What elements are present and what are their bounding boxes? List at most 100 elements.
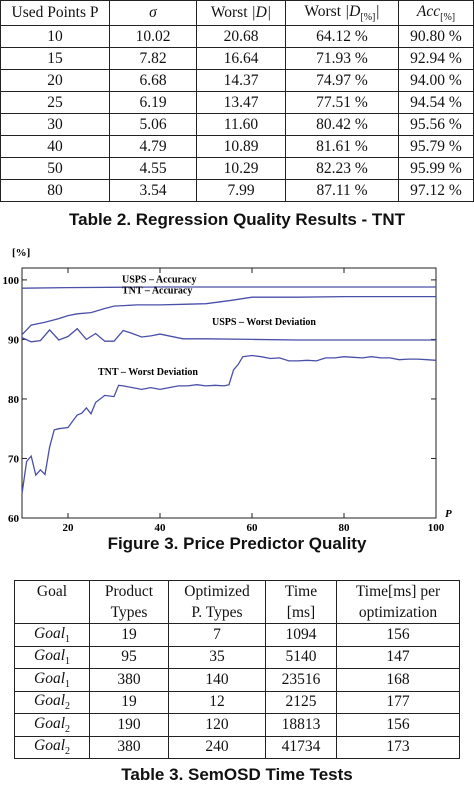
table-row: 80 3.54 7.99 87.11 % 97.12 % xyxy=(0,179,474,202)
table-cell: 173 xyxy=(336,735,460,759)
table-3-header-cell: Product Types xyxy=(89,580,169,624)
plot-frame xyxy=(21,267,437,519)
table-row: 20 6.68 14.37 74.97 % 94.00 % xyxy=(0,69,474,92)
table-cell: 10.02 xyxy=(109,25,197,48)
table-cell: 120 xyxy=(168,713,266,737)
table-cell: 80.42 % xyxy=(285,113,399,136)
header-accuracy: Acc[%] xyxy=(398,0,474,26)
table-cell: 177 xyxy=(336,690,460,714)
table-cell: 95.56 % xyxy=(398,113,474,136)
table-cell: 81.61 % xyxy=(285,135,399,158)
header-line-1: Time xyxy=(284,583,318,600)
header-worst-d: Worst |D| xyxy=(196,0,286,26)
table-3-header-row: Goal Product Types Optimized P. Types Time [ms… xyxy=(14,580,460,624)
table-row: 50 4.55 10.29 82.23 % 95.99 % xyxy=(0,157,474,180)
table-3-body: Goal1 19 7 1094 156 Goal1 95 35 5140 147 Goal1 380 1… xyxy=(14,623,460,759)
table-cell: 90.80 % xyxy=(398,25,474,48)
goal-cell: Goal1 xyxy=(14,645,90,669)
table-cell: 380 xyxy=(89,735,169,759)
series-line-3 xyxy=(21,354,437,494)
x-tick-label: 20 xyxy=(63,522,75,534)
table-cell: 4.55 xyxy=(109,157,197,180)
y-axis-label: [%] xyxy=(12,247,30,259)
table-cell: 50 xyxy=(0,157,110,180)
header-worst-d-percent: Worst |D[%]| xyxy=(285,0,399,26)
table-3-header-cell: Time[ms] per optimization xyxy=(336,580,460,624)
table-cell: 15 xyxy=(0,47,110,70)
table-cell: 19 xyxy=(89,623,169,647)
header-line-2: [ms] xyxy=(286,604,316,621)
table-cell: 95.79 % xyxy=(398,135,474,158)
series-line-0 xyxy=(21,286,436,289)
series-annotation-1: TNT – Accuracy xyxy=(122,286,192,297)
table-cell: 147 xyxy=(336,645,460,669)
goal-name: Goal xyxy=(34,692,65,710)
table-cell: 156 xyxy=(336,623,460,647)
table-2-caption: Table 2. Regression Quality Results - TN… xyxy=(69,210,405,229)
goal-cell: Goal2 xyxy=(14,713,90,737)
y-tick-label: 90 xyxy=(8,334,20,346)
x-tick-label: 80 xyxy=(339,522,351,534)
table-cell: 20.68 xyxy=(196,25,286,48)
table-row: Goal2 380 240 41734 173 xyxy=(14,735,460,759)
table-cell: 19 xyxy=(89,690,169,714)
goal-name: Goal xyxy=(34,647,65,665)
table-row: Goal2 190 120 18813 156 xyxy=(14,713,460,737)
table-cell: 190 xyxy=(89,713,169,737)
table-cell: 140 xyxy=(168,668,266,692)
goal-subscript: 2 xyxy=(65,746,70,758)
figure-3-caption: Figure 3. Price Predictor Quality xyxy=(107,534,367,553)
table-cell: 7 xyxy=(168,623,266,647)
table-cell: 2125 xyxy=(265,690,337,714)
goal-name: Goal xyxy=(34,737,65,755)
table-row: Goal1 19 7 1094 156 xyxy=(14,623,460,647)
table-cell: 13.47 xyxy=(196,91,286,114)
table-3-header-cell: Time [ms] xyxy=(265,580,337,624)
table-cell: 23516 xyxy=(265,668,337,692)
chart-axes: 60 70 80 90 100 20 40 60 80 100 [%] P xyxy=(3,247,453,534)
table-cell: 35 xyxy=(168,645,266,669)
table-row: 25 6.19 13.47 77.51 % 94.54 % xyxy=(0,91,474,114)
table-2-header-row: Used Points P σ Worst |D| Worst |D[%]| A… xyxy=(0,0,474,26)
table-cell: 94.00 % xyxy=(398,69,474,92)
goal-cell: Goal2 xyxy=(14,735,90,759)
table-cell: 87.11 % xyxy=(285,179,399,202)
y-tick-label: 100 xyxy=(3,275,20,287)
table-cell: 6.68 xyxy=(109,69,197,92)
table-cell: 82.23 % xyxy=(285,157,399,180)
table-cell: 156 xyxy=(336,713,460,737)
table-row: 40 4.79 10.89 81.61 % 95.79 % xyxy=(0,135,474,158)
table-cell: 77.51 % xyxy=(285,91,399,114)
price-predictor-chart: 60 70 80 90 100 20 40 60 80 100 [%] P USPS – Accura… xyxy=(3,247,453,534)
table-row: 15 7.82 16.64 71.93 % 92.94 % xyxy=(0,47,474,70)
table-cell: 80 xyxy=(0,179,110,202)
table-cell: 240 xyxy=(168,735,266,759)
x-tick-label: 60 xyxy=(247,522,259,534)
table-row: Goal1 95 35 5140 147 xyxy=(14,645,460,669)
header-line-2 xyxy=(15,602,89,623)
series-annotation-3: TNT – Worst Deviation xyxy=(98,367,198,378)
header-sigma: σ xyxy=(109,0,197,26)
table-row: 30 5.06 11.60 80.42 % 95.56 % xyxy=(0,113,474,136)
table-3: Goal Product Types Optimized P. Types Time [ms… xyxy=(14,580,460,759)
goal-name: Goal xyxy=(34,624,65,642)
y-tick-label: 60 xyxy=(8,513,20,525)
chart-series xyxy=(21,286,437,494)
goal-subscript: 2 xyxy=(65,723,70,735)
table-cell: 16.64 xyxy=(196,47,286,70)
table-cell: 14.37 xyxy=(196,69,286,92)
table-cell: 7.82 xyxy=(109,47,197,70)
series-annotation-0: USPS – Accuracy xyxy=(122,274,196,285)
table-cell: 10.89 xyxy=(196,135,286,158)
goal-cell: Goal2 xyxy=(14,690,90,714)
header-line-2: optimization xyxy=(358,604,438,621)
goal-cell: Goal1 xyxy=(14,623,90,647)
goal-subscript: 1 xyxy=(65,656,70,668)
table-cell: 40 xyxy=(0,135,110,158)
table-row: 10 10.02 20.68 64.12 % 90.80 % xyxy=(0,25,474,48)
table-cell: 30 xyxy=(0,113,110,136)
table-cell: 97.12 % xyxy=(398,179,474,202)
table-cell: 1094 xyxy=(265,623,337,647)
series-line-2 xyxy=(21,327,436,343)
table-2-body: 10 10.02 20.68 64.12 % 90.80 % 15 7.82 16.64 71.… xyxy=(0,25,474,202)
